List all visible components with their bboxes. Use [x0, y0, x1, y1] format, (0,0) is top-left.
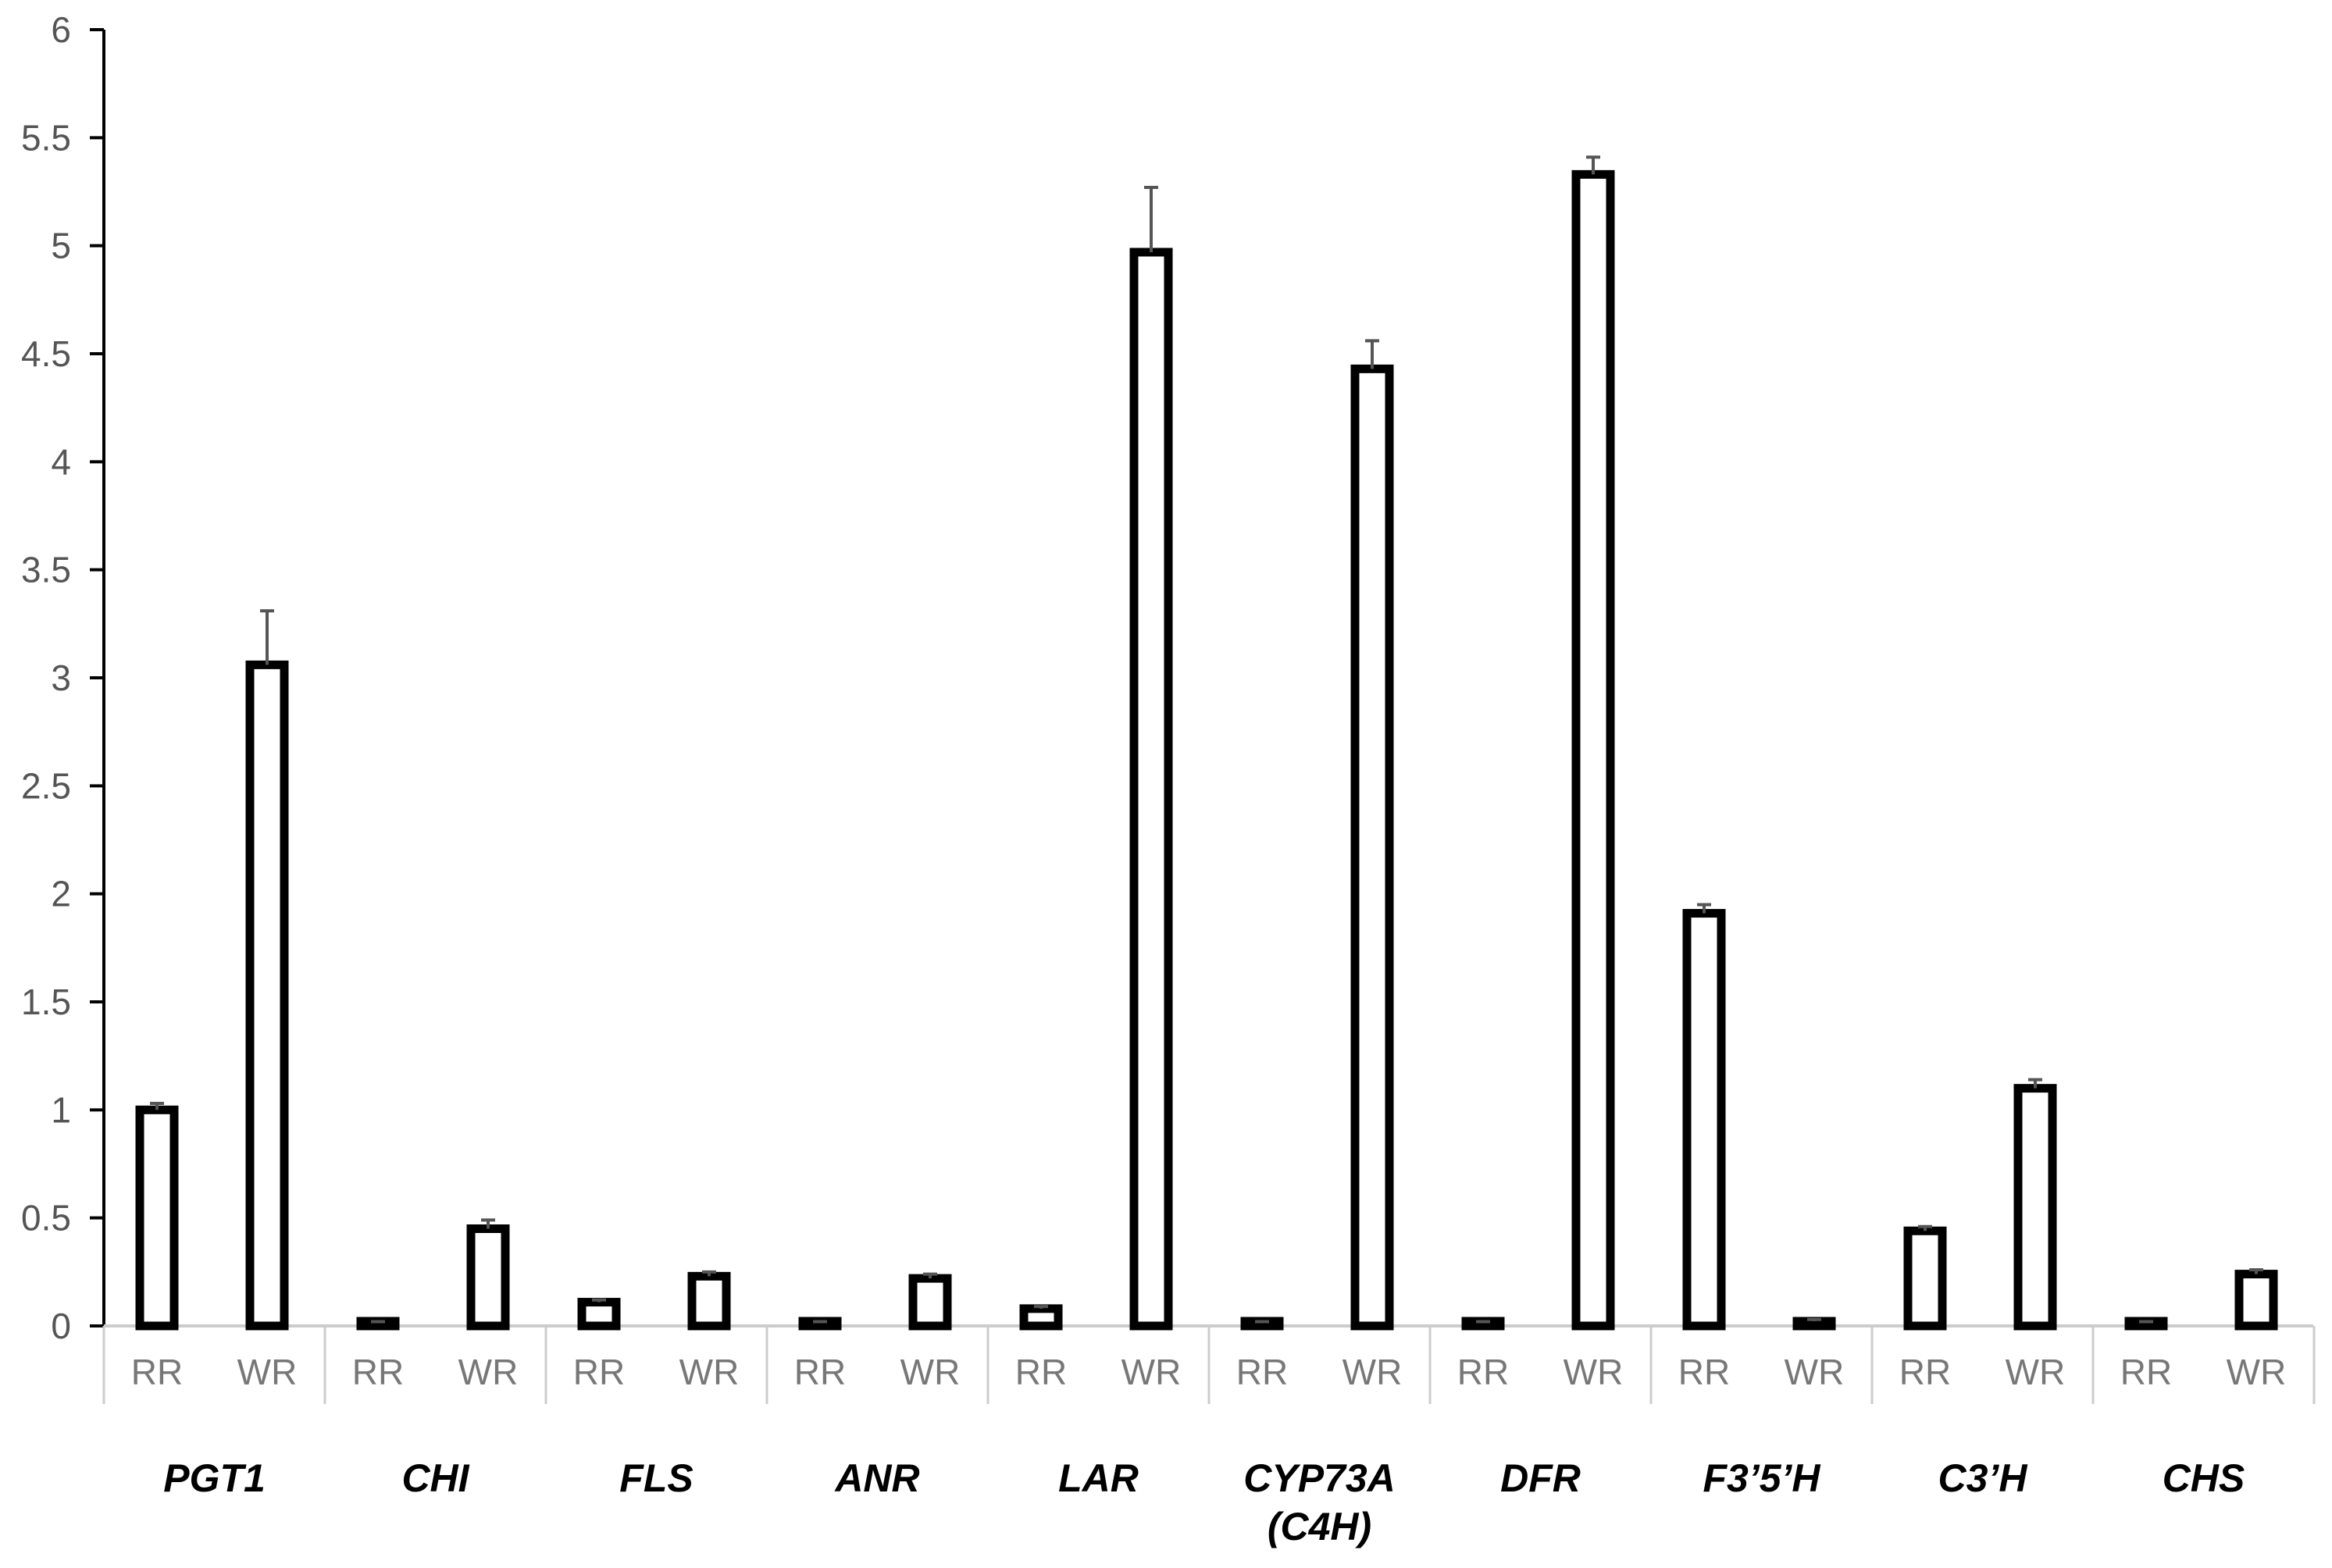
- x-group-label: FLS: [619, 1456, 693, 1500]
- bar: [908, 1274, 952, 1331]
- x-group-label: C3’H: [1938, 1456, 2028, 1500]
- x-sub-label: RR: [2120, 1352, 2172, 1392]
- x-sub-label: RR: [1457, 1352, 1509, 1392]
- x-group-label: F3’5’H: [1703, 1456, 1820, 1500]
- bar: [245, 660, 289, 1331]
- y-tick-label: 1.5: [21, 982, 71, 1022]
- x-sub-label: WR: [1343, 1352, 1403, 1392]
- bar: [1019, 1304, 1063, 1331]
- x-sub-label: RR: [1236, 1352, 1288, 1392]
- x-sub-label: WR: [1564, 1352, 1624, 1392]
- x-sub-label: RR: [131, 1352, 183, 1392]
- x-group-label: CHI: [401, 1456, 469, 1500]
- x-sub-label: WR: [237, 1352, 298, 1392]
- bar: [1903, 1226, 1947, 1331]
- bar: [1350, 364, 1394, 1331]
- x-group-label: DFR: [1500, 1456, 1581, 1500]
- y-tick-label: 5: [51, 226, 71, 266]
- x-sub-label: WR: [679, 1352, 740, 1392]
- bar: [1571, 169, 1615, 1331]
- x-sub-label: RR: [352, 1352, 404, 1392]
- bar: [687, 1271, 731, 1331]
- bar: [135, 1105, 179, 1331]
- bar: [577, 1298, 621, 1331]
- bar: [1129, 248, 1173, 1331]
- x-sub-label: RR: [1899, 1352, 1951, 1392]
- y-tick-label: 5.5: [21, 117, 71, 158]
- y-tick-label: 4.5: [21, 333, 71, 374]
- y-tick-label: 3: [51, 657, 71, 698]
- x-sub-label: WR: [900, 1352, 961, 1392]
- x-sub-label: RR: [1015, 1352, 1067, 1392]
- x-sub-label: WR: [2006, 1352, 2066, 1392]
- x-group-label: PGT1: [163, 1456, 266, 1500]
- x-sub-label: RR: [794, 1352, 846, 1392]
- bar: [1792, 1317, 1836, 1331]
- x-group-label: (C4H): [1268, 1505, 1371, 1548]
- x-sub-label: WR: [1121, 1352, 1182, 1392]
- y-tick-label: 4: [51, 441, 71, 482]
- bar: [466, 1224, 510, 1331]
- x-group-label: LAR: [1058, 1456, 1139, 1500]
- x-group-label: CHS: [2163, 1456, 2245, 1500]
- x-sub-label: WR: [1785, 1352, 1845, 1392]
- x-group-label: ANR: [833, 1456, 919, 1500]
- bar: [1682, 909, 1726, 1331]
- y-tick-label: 2.5: [21, 765, 71, 806]
- x-sub-label: RR: [1678, 1352, 1730, 1392]
- y-tick-label: 1: [51, 1089, 71, 1130]
- y-tick-label: 0.5: [21, 1198, 71, 1238]
- x-sub-label: WR: [2227, 1352, 2287, 1392]
- x-group-label: CYP73A: [1243, 1456, 1396, 1500]
- y-tick-label: 0: [51, 1306, 71, 1346]
- x-sub-label: RR: [573, 1352, 625, 1392]
- y-tick-label: 6: [51, 9, 71, 50]
- x-sub-label: WR: [458, 1352, 519, 1392]
- y-tick-label: 2: [51, 874, 71, 914]
- y-tick-label: 3.5: [21, 550, 71, 590]
- bar: [2234, 1270, 2278, 1331]
- bar: [2013, 1084, 2057, 1331]
